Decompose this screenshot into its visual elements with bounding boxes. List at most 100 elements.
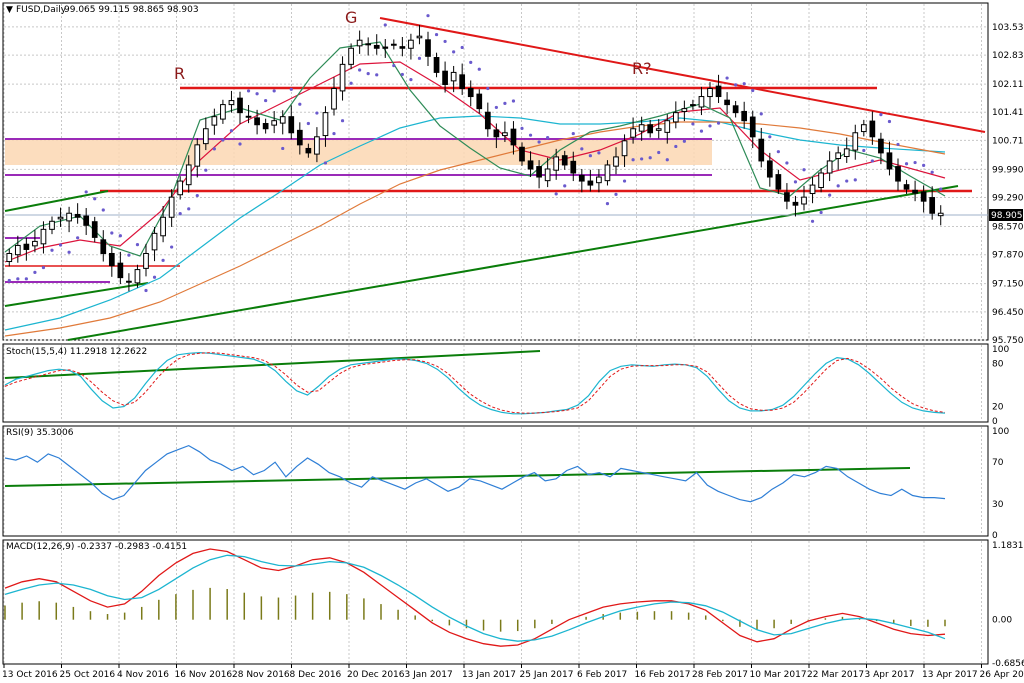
- macd-label: MACD(12,26,9) -0.2337 -0.2983 -0.4151: [6, 542, 187, 552]
- candle-body: [168, 196, 175, 218]
- candle-body: [117, 262, 124, 279]
- sar-dot: [802, 168, 806, 172]
- sar-dot: [298, 102, 302, 106]
- candle-body: [869, 120, 876, 138]
- sar-dot: [195, 193, 199, 198]
- candle-body: [126, 280, 132, 283]
- candle-body: [578, 174, 585, 182]
- macd-tick-label: 0.00: [992, 616, 1012, 626]
- candle-body: [399, 46, 406, 49]
- candle-body: [596, 176, 602, 184]
- candle-body: [228, 100, 235, 106]
- candle-body: [365, 43, 372, 46]
- sar-dot: [546, 135, 550, 140]
- sar-dot: [605, 201, 610, 206]
- sar-dot: [170, 245, 174, 249]
- sar-dot: [84, 190, 88, 194]
- date-tick-label: 6 Feb 2017: [577, 670, 627, 680]
- current-price-label: 98.905: [991, 211, 1023, 221]
- candle-body: [160, 216, 166, 237]
- candle-body: [83, 215, 90, 226]
- upper-channel-line: [4, 190, 109, 212]
- date-tick-label: 13 Apr 2017: [922, 670, 978, 680]
- date-tick-label: 25 Jan 2017: [520, 670, 574, 680]
- candle-body: [476, 93, 483, 110]
- price-tick-label: 99.990: [992, 165, 1024, 175]
- candle-body: [510, 128, 517, 146]
- stoch-signal-line: [4, 352, 946, 414]
- sar-dot: [511, 99, 516, 103]
- candle-body: [433, 57, 440, 73]
- sar-dot: [118, 234, 122, 238]
- candle-body: [647, 124, 654, 134]
- candle-body: [664, 120, 671, 133]
- date-tick-label: 3 Jan 2017: [405, 670, 453, 680]
- sar-dot: [417, 56, 422, 60]
- macd-tick-label: 1.1831: [992, 541, 1024, 551]
- candle-body: [6, 252, 13, 263]
- candle-body: [40, 228, 47, 245]
- candle-body: [724, 99, 730, 106]
- annotation-r: R: [174, 64, 185, 83]
- candle-body: [322, 112, 329, 137]
- sar-dot: [734, 83, 738, 87]
- grid-lines: [3, 4, 987, 663]
- candle-body: [818, 172, 824, 188]
- sar-dot: [221, 138, 225, 142]
- ma-red: [4, 61, 946, 263]
- candle-body: [690, 104, 696, 107]
- sar-dot: [494, 105, 498, 110]
- date-tick-label: 25 Oct 2016: [60, 670, 116, 680]
- candle-body: [801, 196, 807, 205]
- lower-channel-line: [4, 282, 149, 307]
- sar-dot: [640, 157, 644, 161]
- candle-body: [715, 85, 722, 98]
- candle-body: [920, 191, 927, 202]
- candle-body: [766, 160, 773, 178]
- date-tick-label: 13 Oct 2016: [2, 670, 58, 680]
- candle-body: [74, 213, 81, 218]
- candle-body: [390, 43, 397, 46]
- date-tick-label: 16 Nov 2016: [175, 670, 233, 680]
- sar-dot: [708, 124, 712, 128]
- sar-dot: [648, 156, 652, 160]
- candle-body: [553, 156, 560, 171]
- rsi-y-axis: 100 70 30 0: [992, 427, 1009, 541]
- date-tick-label: 4 Nov 2016: [117, 670, 169, 680]
- stoch-label: Stoch(15,5,4) 11.2918 12.2622: [6, 347, 147, 357]
- sar-dot: [58, 243, 63, 247]
- macd-tick-label: -0.6856: [992, 659, 1024, 669]
- date-tick-label: 10 Mar 2017: [750, 670, 807, 680]
- price-tick-label: 102.830: [992, 51, 1024, 61]
- candle-body: [331, 88, 337, 110]
- sar-dot: [332, 131, 336, 136]
- candle-body: [177, 180, 184, 196]
- annotation-r2: R?: [632, 59, 652, 78]
- candle-body: [895, 166, 901, 182]
- candle-body: [519, 146, 525, 162]
- sar-dot: [323, 161, 328, 165]
- sar-dot: [879, 113, 883, 117]
- date-tick-label: 28 Feb 2017: [692, 670, 748, 680]
- candle-body: [749, 116, 756, 138]
- ma-green: [4, 41, 946, 257]
- sar-dot: [486, 86, 490, 91]
- price-tick-label: 98.570: [992, 223, 1024, 233]
- price-panel: [2, 2, 989, 341]
- sar-dot: [358, 68, 362, 72]
- candle-body: [929, 197, 936, 214]
- sar-dot: [409, 78, 413, 82]
- candle-body: [698, 96, 705, 108]
- rsi-tick-label: 70: [992, 458, 1004, 468]
- candle-body: [826, 160, 833, 174]
- sar-dot: [742, 82, 746, 86]
- rsi-tick-label: 30: [992, 500, 1004, 510]
- date-tick-label: 22 Mar 2017: [807, 670, 864, 680]
- sar-dot: [768, 135, 772, 139]
- candle-body: [32, 240, 38, 247]
- sar-dot: [93, 197, 97, 201]
- candle-body: [775, 174, 782, 190]
- sar-dot: [443, 39, 447, 44]
- annotation-g: G: [345, 8, 357, 27]
- candle-body: [912, 189, 918, 194]
